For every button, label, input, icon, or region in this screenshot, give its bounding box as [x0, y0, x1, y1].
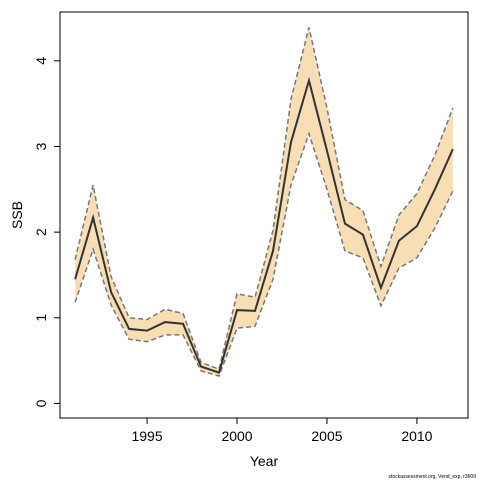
y-tick-label: 4: [33, 57, 49, 65]
y-tick-label: 1: [33, 314, 49, 322]
confidence-band: [75, 27, 453, 377]
x-tick-label: 2005: [311, 428, 342, 444]
y-tick-label: 2: [33, 228, 49, 236]
y-axis-label: SSB: [9, 201, 25, 229]
ssb-line: [74, 76, 454, 374]
y-tick-label: 3: [33, 142, 49, 150]
x-tick-label: 1995: [131, 428, 162, 444]
x-axis-label: Year: [250, 453, 279, 469]
footnote: stockassessment.org, Vend_exp, r3609: [388, 474, 476, 480]
x-tick-label: 2010: [401, 428, 432, 444]
x-tick-label: 2000: [221, 428, 252, 444]
plot-frame: [59, 11, 469, 419]
lower-bound: [74, 131, 454, 377]
upper-bound: [74, 27, 454, 371]
y-tick-label: 0: [33, 399, 49, 407]
